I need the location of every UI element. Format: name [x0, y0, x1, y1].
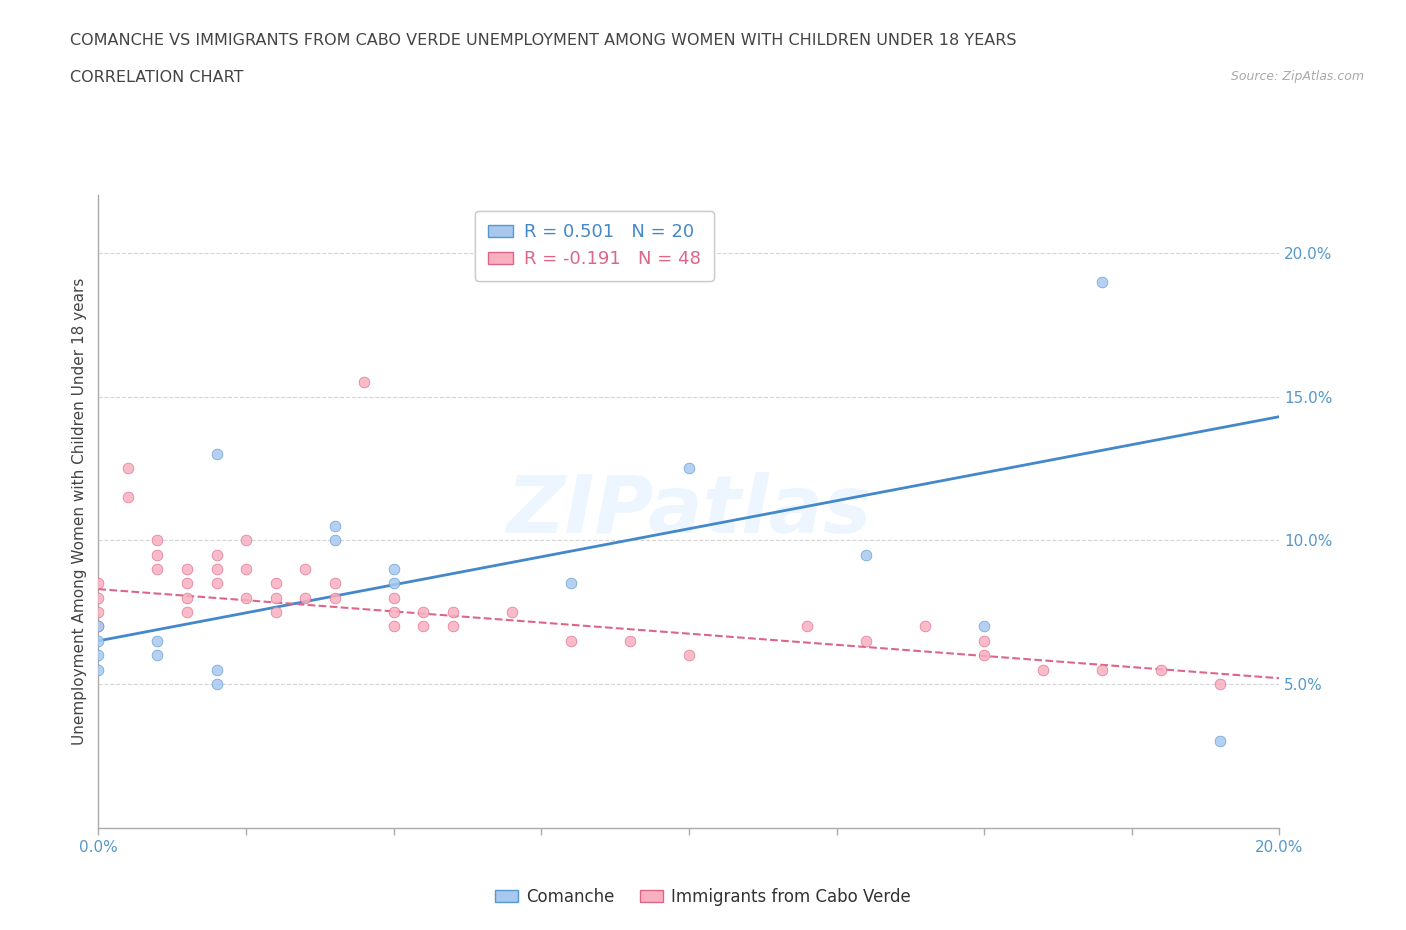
Point [87, 662, 110, 677]
Point [412, 604, 434, 619]
Point [973, 619, 995, 634]
Point [205, 547, 228, 562]
Point [117, 490, 139, 505]
Legend: R = 0.501   N = 20, R = -0.191   N = 48: R = 0.501 N = 20, R = -0.191 N = 48 [475, 211, 714, 281]
Point [973, 648, 995, 663]
Point [1091, 662, 1114, 677]
Point [264, 576, 287, 591]
Point [412, 619, 434, 634]
Point [796, 619, 818, 634]
Point [87, 633, 110, 648]
Point [678, 648, 700, 663]
Point [205, 676, 228, 691]
Point [176, 576, 198, 591]
Point [441, 619, 464, 634]
Point [560, 633, 582, 648]
Point [205, 562, 228, 577]
Point [205, 446, 228, 461]
Point [146, 533, 169, 548]
Point [678, 461, 700, 476]
Point [323, 533, 346, 548]
Point [382, 591, 405, 605]
Point [87, 591, 110, 605]
Text: Source: ZipAtlas.com: Source: ZipAtlas.com [1230, 70, 1364, 83]
Point [855, 633, 877, 648]
Point [235, 591, 257, 605]
Point [264, 604, 287, 619]
Point [619, 633, 641, 648]
Point [1091, 274, 1114, 289]
Y-axis label: Unemployment Among Women with Children Under 18 years: Unemployment Among Women with Children U… [72, 278, 87, 745]
Point [294, 562, 316, 577]
Point [146, 648, 169, 663]
Text: ZIPatlas: ZIPatlas [506, 472, 872, 551]
Point [87, 576, 110, 591]
Point [1209, 734, 1232, 749]
Point [176, 562, 198, 577]
Point [87, 604, 110, 619]
Point [146, 562, 169, 577]
Point [382, 576, 405, 591]
Point [235, 562, 257, 577]
Point [87, 648, 110, 663]
Point [117, 461, 139, 476]
Point [323, 576, 346, 591]
Point [205, 662, 228, 677]
Point [176, 591, 198, 605]
Point [264, 591, 287, 605]
Point [382, 619, 405, 634]
Point [501, 604, 523, 619]
Point [560, 576, 582, 591]
Point [87, 619, 110, 634]
Point [382, 604, 405, 619]
Point [1032, 662, 1054, 677]
Text: COMANCHE VS IMMIGRANTS FROM CABO VERDE UNEMPLOYMENT AMONG WOMEN WITH CHILDREN UN: COMANCHE VS IMMIGRANTS FROM CABO VERDE U… [70, 33, 1017, 47]
Point [382, 562, 405, 577]
Point [294, 591, 316, 605]
Point [323, 591, 346, 605]
Point [441, 604, 464, 619]
Point [914, 619, 936, 634]
Text: CORRELATION CHART: CORRELATION CHART [70, 70, 243, 85]
Point [146, 633, 169, 648]
Point [1209, 676, 1232, 691]
Point [87, 619, 110, 634]
Point [353, 375, 375, 390]
Point [855, 547, 877, 562]
Point [176, 604, 198, 619]
Point [1150, 662, 1173, 677]
Point [235, 533, 257, 548]
Point [146, 547, 169, 562]
Point [205, 576, 228, 591]
Legend: Comanche, Immigrants from Cabo Verde: Comanche, Immigrants from Cabo Verde [488, 881, 918, 912]
Point [323, 518, 346, 533]
Point [973, 633, 995, 648]
